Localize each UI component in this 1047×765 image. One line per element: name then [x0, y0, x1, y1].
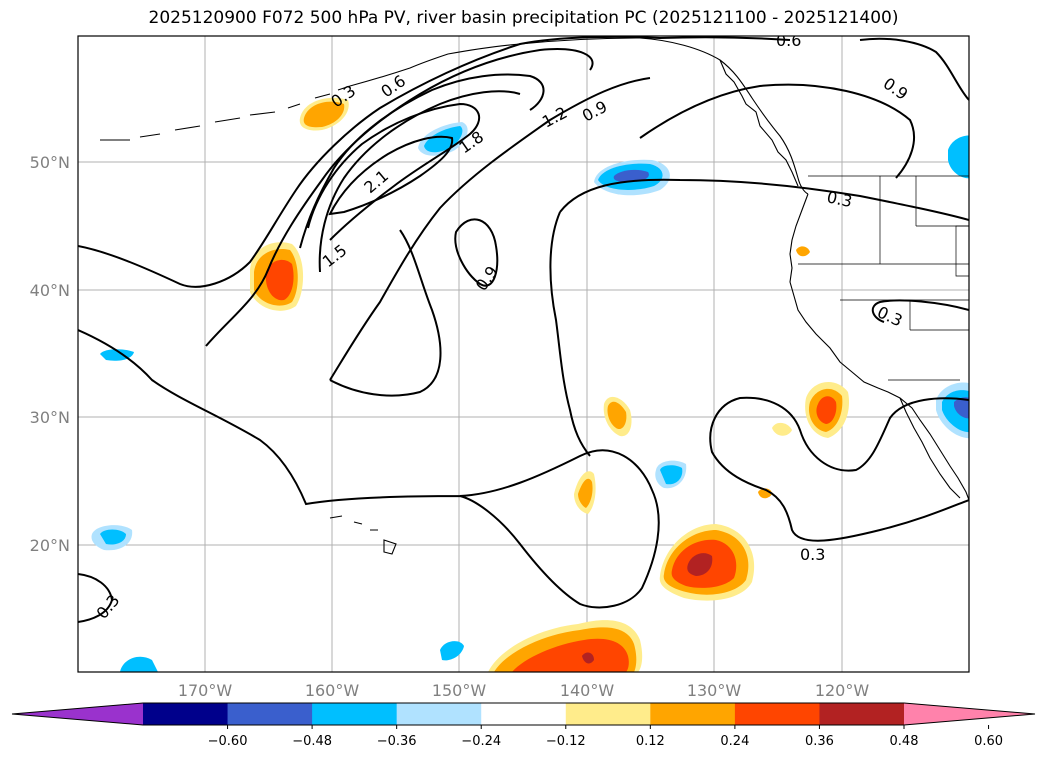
- lat-label-30n: 30°N: [30, 408, 70, 427]
- precip-blob-positive: [687, 553, 713, 576]
- colorbar-extend-min: [12, 703, 143, 725]
- precip-blob-positive: [816, 396, 837, 424]
- precip-blob-negative: [660, 465, 683, 485]
- precip-blob-positive: [796, 246, 810, 257]
- colorbar-ticks: −0.60 −0.48 −0.36 −0.24 −0.12 0.12 0.24 0.36 0.4…: [208, 725, 1003, 749]
- contour-label: 0.3: [93, 591, 124, 623]
- precip-blob-negative: [613, 169, 649, 182]
- contour-label: 1.2: [539, 103, 570, 132]
- precip-blob-negative: [100, 349, 134, 361]
- contour-0.3-loop: [78, 329, 660, 609]
- contour-label: 0.3: [800, 545, 825, 564]
- colorbar-segment: [565, 703, 651, 725]
- colorbar-segment: [650, 703, 736, 725]
- colorbar-tick-label: −0.12: [546, 734, 586, 749]
- map-canvas: 0.3 0.6 0.6 0.9 1.2 1.8 2.1 1.5 0.9 0.9 …: [30, 31, 970, 700]
- colorbar-tick-label: −0.60: [208, 734, 248, 749]
- lat-label-20n: 20°N: [30, 536, 70, 555]
- colorbar-tick-label: −0.36: [377, 734, 417, 749]
- colorbar-segment: [819, 703, 905, 725]
- contour-0.9-loop: [329, 229, 442, 397]
- contour-label: 0.6: [776, 31, 801, 50]
- contour-0.9-northeast: [639, 83, 915, 179]
- contour-0.3-southeast: [709, 396, 969, 542]
- lon-label-160w: 160°W: [305, 681, 360, 700]
- lon-label-170w: 170°W: [178, 681, 233, 700]
- colorbar-tick-label: 0.60: [974, 734, 1003, 749]
- lon-label-150w: 150°W: [432, 681, 487, 700]
- contour-1.8: [307, 102, 481, 241]
- longitude-labels: 170°W 160°W 150°W 140°W 130°W 120°W: [178, 681, 870, 700]
- contour-1.5: [318, 90, 521, 273]
- contour-label: 0.6: [377, 71, 409, 101]
- contour-0.3-east: [559, 178, 969, 221]
- us-west-coast: [789, 193, 969, 501]
- contour-label: 1.5: [319, 241, 351, 272]
- precip-blob-positive: [303, 101, 345, 128]
- map-gridlines: [78, 36, 969, 672]
- precip-blob-positive: [607, 401, 627, 430]
- precip-blob-positive: [512, 638, 629, 672]
- precip-blob-negative: [954, 397, 969, 419]
- precip-blob-positive: [772, 422, 792, 436]
- colorbar-segment: [227, 703, 313, 725]
- hawaii-islands: [329, 515, 397, 555]
- colorbar-segments: [11, 702, 1036, 726]
- lat-label-50n: 50°N: [30, 153, 70, 172]
- precip-blob-positive: [265, 259, 294, 301]
- state-box: [955, 225, 969, 277]
- precip-blob-negative: [440, 641, 464, 661]
- latitude-labels: 50°N 40°N 30°N 20°N: [30, 153, 70, 555]
- contour-labels: 0.3 0.6 0.6 0.9 1.2 1.8 2.1 1.5 0.9 0.9 …: [93, 31, 912, 623]
- pv-contours: [78, 36, 969, 623]
- precip-blob-negative: [948, 135, 969, 179]
- contour-2.1: [328, 135, 454, 216]
- lon-label-120w: 120°W: [815, 681, 870, 700]
- colorbar-tick-label: 0.48: [890, 734, 919, 749]
- lon-label-140w: 140°W: [560, 681, 615, 700]
- precip-blob-positive: [578, 478, 593, 508]
- contour-label: 0.3: [825, 187, 854, 211]
- contour-0.9: [329, 77, 651, 381]
- lon-label-130w: 130°W: [687, 681, 742, 700]
- alaska-panhandle: [719, 59, 799, 187]
- colorbar-tick-label: 0.36: [805, 734, 834, 749]
- precip-blob-negative: [100, 529, 126, 545]
- colorbar-tick-label: −0.24: [461, 734, 501, 749]
- contour-0.9-top-right: [859, 37, 969, 101]
- contour-label: 0.3: [874, 302, 905, 330]
- colorbar-extend-max: [904, 703, 1035, 725]
- colorbar-segment: [481, 703, 567, 725]
- contour-0.3-ring: [549, 211, 591, 457]
- political-borders: [798, 175, 969, 381]
- lat-label-40n: 40°N: [30, 281, 70, 300]
- contour-label: 0.9: [880, 74, 912, 104]
- colorbar-segment: [312, 703, 398, 725]
- precip-shading: [91, 97, 969, 672]
- colorbar-tick-label: 0.12: [636, 734, 665, 749]
- colorbar-segment: [396, 703, 482, 725]
- map-frame: [77, 35, 970, 673]
- colorbar-segment: [143, 703, 229, 725]
- contour-0.3-north: [78, 36, 791, 288]
- alaska-coast: [349, 37, 809, 195]
- contour-0.3-far-east: [871, 299, 969, 323]
- aleutian-islands: [100, 85, 351, 141]
- colorbar-outline: [11, 702, 1036, 726]
- map-title: 2025120900 F072 500 hPa PV, river basin …: [148, 8, 899, 28]
- baja-peninsula: [899, 397, 961, 499]
- contour-0.3-southwest: [78, 573, 114, 623]
- contour-1.2: [299, 73, 545, 249]
- precip-blob-positive: [582, 652, 594, 664]
- colorbar-tick-label: −0.48: [292, 734, 332, 749]
- contour-0.9-small: [454, 218, 499, 287]
- colorbar-segment: [734, 703, 820, 725]
- precip-blob-negative: [120, 656, 158, 672]
- us-state-borders: [798, 176, 969, 381]
- colorbar-tick-label: 0.24: [720, 734, 749, 749]
